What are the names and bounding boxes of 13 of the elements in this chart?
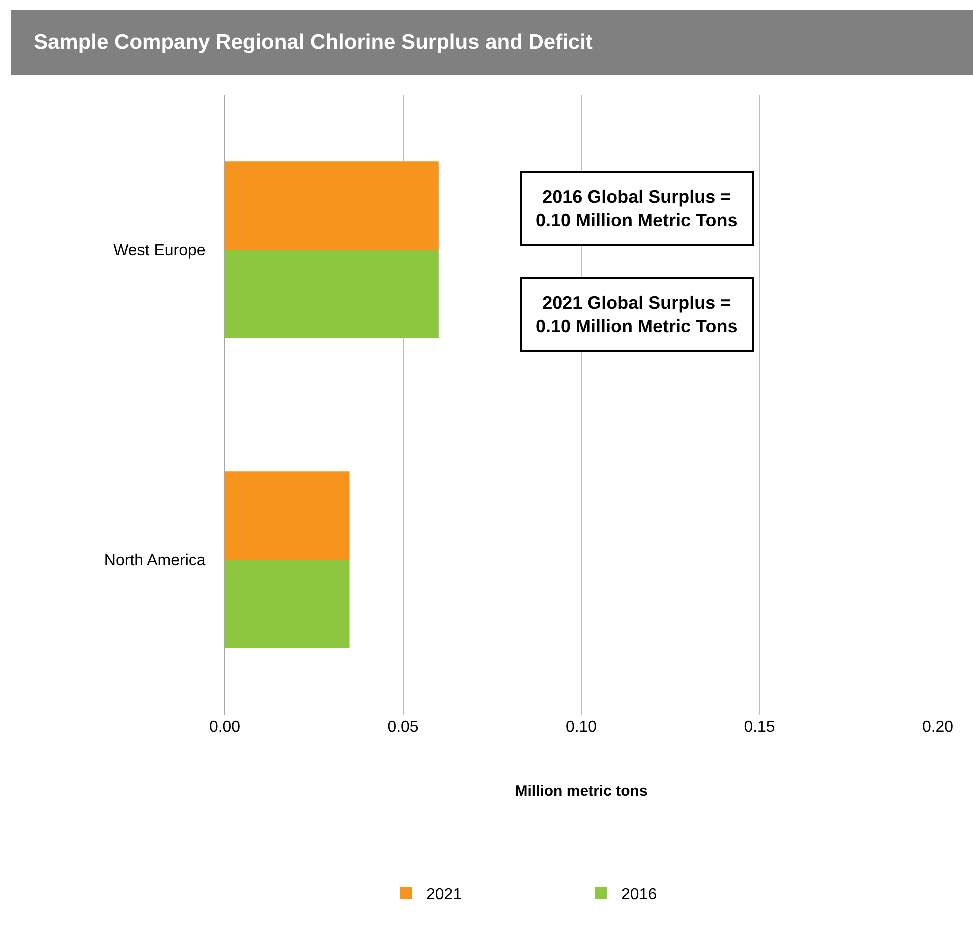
x-tick-label: 0.00 <box>209 719 241 736</box>
x-axis-title: Million metric tons <box>515 783 648 800</box>
x-tick-label: 0.20 <box>922 719 954 736</box>
y-tick-label: West Europe <box>114 242 206 260</box>
legend-label: 2021 <box>426 886 462 904</box>
annotation: 2016 Global Surplus = 0.10 Million Metric Tons <box>536 187 738 230</box>
x-tick-label: 0.10 <box>566 719 598 736</box>
annotation: 2021 Global Surplus = 0.10 Million Metric Tons <box>536 293 738 336</box>
x-tick-label: 0.05 <box>388 719 419 736</box>
y-tick-label: North America <box>104 552 206 570</box>
x-tick-label: 0.15 <box>744 719 776 736</box>
legend-label: 2016 <box>622 886 658 904</box>
chart-title: Sample Company Regional Chlorine Surplus and Deficit <box>34 31 593 54</box>
